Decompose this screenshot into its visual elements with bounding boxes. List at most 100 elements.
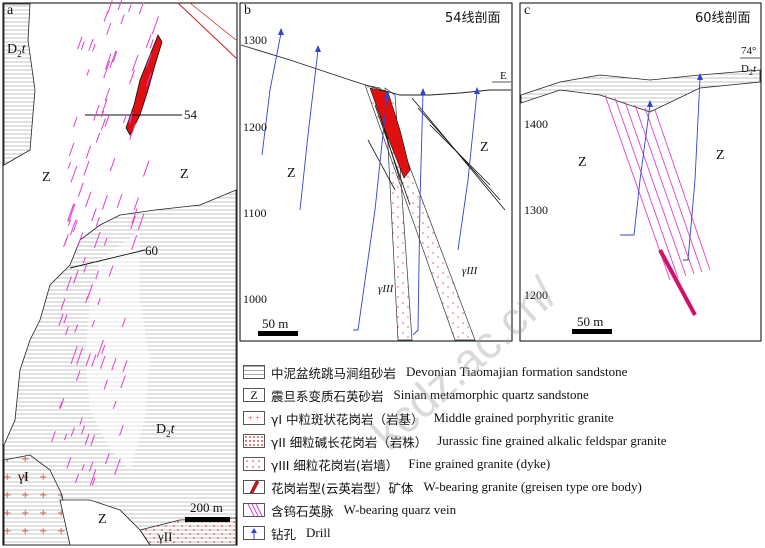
vein-segment — [60, 298, 66, 310]
gamma2-area — [139, 517, 237, 546]
vein-segment — [95, 217, 100, 227]
vein-segment — [84, 433, 90, 446]
vein-segment — [77, 232, 84, 247]
gamma1-swatch: + + — [243, 411, 265, 425]
sandstone-swatch — [243, 365, 265, 379]
d2t-top-area — [3, 3, 36, 166]
vein-segment — [69, 219, 77, 236]
vein-segment — [112, 51, 118, 63]
z-right-label: Z — [180, 167, 189, 182]
vein-segment — [96, 339, 104, 358]
vein-segment — [143, 160, 150, 177]
vein-segment — [77, 182, 84, 197]
vein-segment — [114, 458, 121, 475]
vein-segment — [128, 115, 133, 124]
gamma1-area — [3, 454, 71, 546]
vein-segment — [70, 346, 78, 365]
vein-segment — [82, 256, 86, 264]
vein-segment — [91, 477, 96, 486]
ore-body-map — [125, 34, 163, 136]
vein-segment — [138, 2, 144, 15]
b-gamma3-right: γIII — [462, 265, 478, 277]
vein-segment — [101, 194, 108, 210]
vein-segment — [103, 60, 111, 79]
legend-item-gamma1: + + γI 中粒斑状花岗岩（岩基） Middle grained porphyr… — [243, 408, 614, 428]
vein-segment — [120, 375, 126, 389]
c-angle: 74° — [741, 45, 757, 57]
vein-segment — [130, 215, 136, 230]
vein-segment — [83, 264, 87, 273]
panel-b — [239, 2, 513, 342]
vein-segment — [151, 16, 159, 35]
vein-segment — [103, 237, 108, 246]
gamma2-swatch — [243, 434, 265, 448]
gamma3-swatch — [243, 457, 265, 471]
vein-segment — [112, 400, 117, 409]
vein-segment — [131, 208, 138, 224]
b-gamma3-left: γIII — [378, 283, 394, 295]
gamma1-label: γI — [18, 470, 29, 485]
vein-segment — [88, 461, 94, 472]
vein-segment — [93, 104, 100, 121]
vein-segment — [107, 0, 113, 14]
ore-swatch — [243, 480, 265, 494]
vein-segment — [101, 344, 106, 355]
legend-item-sinian: Z 震旦系变质石英砂岩 Sinian metamorphic quartz san… — [243, 385, 589, 405]
b-e-label: E — [500, 70, 507, 82]
vein-segment — [104, 53, 112, 70]
vein-segment — [67, 161, 71, 169]
b-ytick-1200: 1200 — [243, 120, 267, 134]
legend-item-gamma2: γII 细粒碱长花岗岩（岩株） Jurassic fine grained alk… — [243, 431, 666, 451]
c-z-right: Z — [716, 148, 725, 163]
vein-segment — [85, 145, 91, 159]
vein-segment — [111, 358, 117, 371]
vein-segment — [86, 69, 90, 76]
vein-segment — [68, 203, 76, 222]
vein-segment — [58, 313, 64, 326]
vein-segment — [120, 14, 125, 25]
vein-segment — [64, 433, 68, 441]
b-z-right: Z — [480, 140, 489, 155]
c-d2t: D2t — [741, 63, 757, 78]
z-bottom-label: Z — [98, 512, 107, 527]
drill-lines-b — [261, 32, 478, 336]
vein-segment — [75, 370, 81, 382]
vein-segment — [81, 463, 85, 471]
vein-segment — [58, 402, 63, 409]
vein-segment — [89, 469, 97, 486]
vein-segment — [73, 116, 78, 128]
vein-segment — [92, 43, 96, 52]
vein-segment — [59, 398, 65, 409]
vein-segment — [103, 11, 109, 22]
vein-swarm-map — [51, 0, 159, 486]
section-60-label: 60 — [145, 243, 158, 258]
vein-segment — [95, 270, 100, 280]
panel-c-title: 60线剖面 — [695, 11, 751, 26]
vein-segment — [145, 53, 152, 68]
vein-segment — [76, 347, 84, 365]
vein-segment — [80, 41, 85, 50]
panel-a-letter: a — [7, 3, 14, 18]
vein-segment — [131, 235, 138, 250]
vein-segment — [79, 417, 83, 425]
vein-swatch — [243, 503, 265, 517]
legend-item-drill: 钻孔 Drill — [243, 523, 331, 543]
panel-a — [2, 0, 238, 546]
d2t-mid-label: D2t — [156, 422, 175, 439]
vein-segment — [95, 132, 101, 143]
vein-segment — [116, 193, 123, 209]
drill-swatch — [243, 526, 265, 540]
vein-segment — [117, 0, 123, 11]
vein-segment — [109, 50, 117, 69]
vein-segment — [63, 314, 68, 324]
vein-segment — [67, 219, 72, 227]
panel-b-title: 54线剖面 — [445, 11, 501, 26]
vein-segment — [149, 39, 154, 49]
vein-segment — [97, 298, 101, 306]
b-ytick-1100: 1100 — [243, 206, 267, 220]
c-ytick-1200: 1200 — [524, 288, 548, 302]
legend-item-ore: 花岗岩型(云英岩型）矿体 W-bearing granite (greisen t… — [243, 477, 642, 497]
z-left-label: Z — [42, 170, 51, 185]
vein-segment — [72, 220, 78, 233]
